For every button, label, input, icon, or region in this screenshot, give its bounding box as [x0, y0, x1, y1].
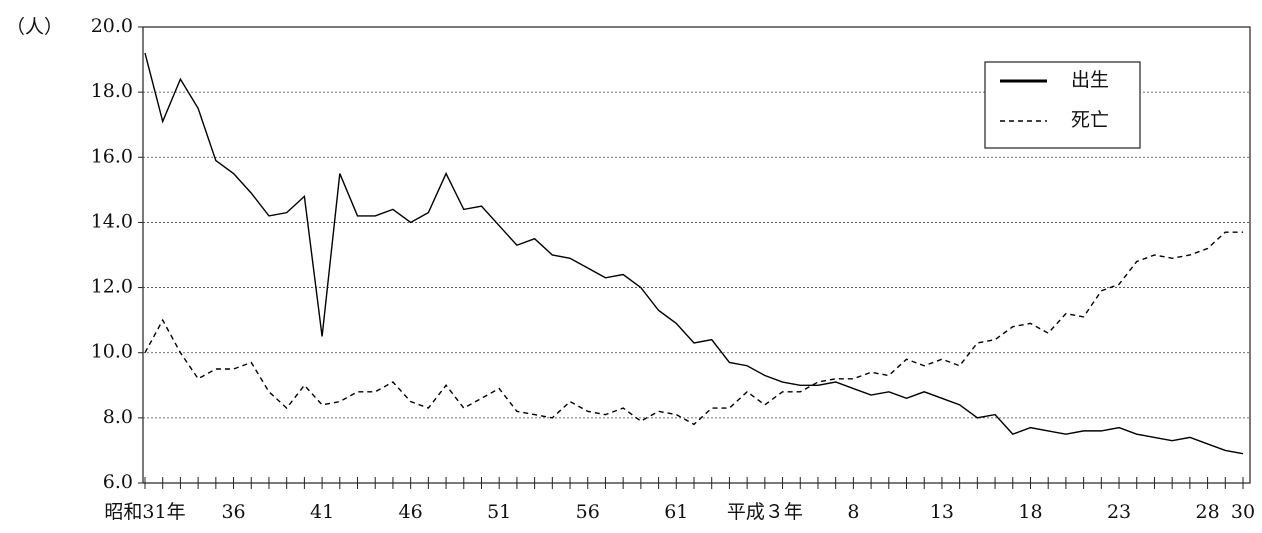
y-tick-label: 10.0 [91, 341, 133, 363]
x-tick-label: 36 [221, 501, 245, 523]
y-axis-label: （人） [6, 16, 63, 38]
x-tick-label: 平成３年 [727, 501, 803, 523]
y-tick-label: 6.0 [103, 471, 133, 493]
y-tick-label: 18.0 [91, 80, 133, 102]
data-line [144, 52, 1244, 455]
x-tick-label: 51 [487, 501, 511, 523]
y-tick-label: 8.0 [103, 406, 133, 428]
x-tick-label: 昭和31年 [104, 501, 185, 523]
x-tick-label: 13 [930, 501, 954, 523]
y-tick-label: 12.0 [91, 276, 133, 298]
y-tick-label: 16.0 [91, 145, 133, 167]
x-tick-label: 28 [1195, 501, 1219, 523]
x-tick-label: 46 [399, 501, 423, 523]
legend-box [984, 61, 1141, 149]
data-line [144, 231, 1243, 426]
y-tick-label: 20.0 [91, 15, 133, 37]
legend-label: 出生 [1071, 69, 1109, 91]
x-tick-label: 61 [664, 501, 688, 523]
x-tick-label: 56 [576, 501, 600, 523]
x-tick-label: 41 [310, 501, 334, 523]
y-tick-label: 14.0 [91, 210, 133, 232]
x-tick-label: 8 [847, 501, 859, 523]
legend-label: 死亡 [1071, 109, 1109, 131]
x-tick-label: 30 [1231, 501, 1255, 523]
x-tick-label: 23 [1107, 501, 1131, 523]
plot-frame [142, 26, 1251, 484]
x-tick-label: 18 [1018, 501, 1042, 523]
